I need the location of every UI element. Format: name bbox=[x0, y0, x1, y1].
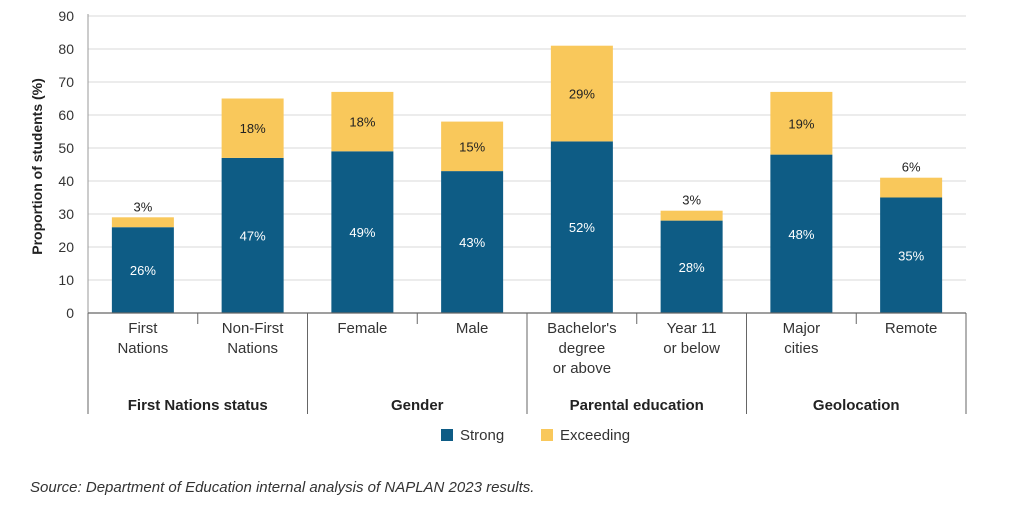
legend-swatch bbox=[441, 429, 453, 441]
data-label-strong: 26% bbox=[130, 263, 156, 278]
source-note: Source: Department of Education internal… bbox=[30, 479, 535, 496]
y-tick-label: 10 bbox=[58, 272, 74, 288]
bar-strong bbox=[660, 220, 723, 313]
bar-strong bbox=[441, 171, 504, 313]
x-tick-label: degree bbox=[559, 340, 606, 357]
data-label-exceeding: 19% bbox=[788, 116, 814, 131]
data-label-strong: 43% bbox=[459, 235, 485, 250]
y-tick-label: 60 bbox=[58, 107, 74, 123]
x-tick-label: Bachelor's bbox=[547, 320, 617, 337]
bar-strong bbox=[880, 197, 943, 313]
bar-strong bbox=[221, 157, 284, 313]
bar-strong bbox=[550, 141, 613, 313]
y-tick-label: 30 bbox=[58, 206, 74, 222]
x-tick-label: cities bbox=[784, 340, 818, 357]
x-tick-label: Non-First bbox=[222, 320, 285, 337]
bar-strong bbox=[111, 227, 174, 313]
x-tick-label: Male bbox=[456, 320, 489, 337]
bar-strong bbox=[331, 151, 394, 313]
data-label-exceeding: 3% bbox=[682, 193, 701, 208]
bar-exceeding bbox=[331, 91, 394, 152]
bar-exceeding bbox=[550, 45, 613, 142]
group-label: First Nations status bbox=[128, 397, 268, 414]
x-tick-label: Nations bbox=[117, 340, 168, 357]
y-tick-label: 0 bbox=[66, 305, 74, 321]
y-axis-title: Proportion of students (%) bbox=[29, 78, 45, 255]
y-tick-label: 90 bbox=[58, 8, 74, 24]
x-tick-label: Female bbox=[337, 320, 387, 337]
bar-exceeding bbox=[221, 98, 284, 158]
group-label: Geolocation bbox=[813, 397, 900, 414]
data-label-strong: 47% bbox=[240, 228, 266, 243]
x-tick-label: or above bbox=[553, 360, 611, 377]
y-tick-label: 70 bbox=[58, 74, 74, 90]
x-tick-label: Nations bbox=[227, 340, 278, 357]
legend-label: Strong bbox=[460, 427, 504, 444]
data-label-exceeding: 29% bbox=[569, 87, 595, 102]
y-tick-label: 20 bbox=[58, 239, 74, 255]
bar-exceeding bbox=[441, 121, 504, 172]
y-tick-label: 40 bbox=[58, 173, 74, 189]
data-label-strong: 35% bbox=[898, 248, 924, 263]
data-label-exceeding: 18% bbox=[349, 115, 375, 130]
x-tick-label: Major bbox=[783, 320, 821, 337]
data-label-exceeding: 6% bbox=[902, 160, 921, 175]
data-label-exceeding: 15% bbox=[459, 139, 485, 154]
bar-exceeding bbox=[111, 217, 174, 228]
data-label-strong: 48% bbox=[788, 227, 814, 242]
x-tick-label: or below bbox=[663, 340, 720, 357]
x-tick-label: First bbox=[128, 320, 158, 337]
group-label: Gender bbox=[391, 397, 444, 414]
x-tick-label: Year 11 bbox=[667, 320, 717, 337]
data-label-strong: 49% bbox=[349, 225, 375, 240]
x-tick-label: Remote bbox=[885, 320, 938, 337]
data-label-exceeding: 3% bbox=[133, 199, 152, 214]
bar-exceeding bbox=[770, 91, 833, 155]
data-label-exceeding: 18% bbox=[240, 121, 266, 136]
legend-swatch bbox=[541, 429, 553, 441]
y-tick-label: 50 bbox=[58, 140, 74, 156]
data-label-strong: 28% bbox=[679, 260, 705, 275]
bar-exceeding bbox=[880, 177, 943, 198]
group-label: Parental education bbox=[570, 397, 704, 414]
data-label-strong: 52% bbox=[569, 220, 595, 235]
legend-label: Exceeding bbox=[560, 427, 630, 444]
bar-strong bbox=[770, 154, 833, 313]
bar-exceeding bbox=[660, 210, 723, 221]
y-tick-label: 80 bbox=[58, 41, 74, 57]
